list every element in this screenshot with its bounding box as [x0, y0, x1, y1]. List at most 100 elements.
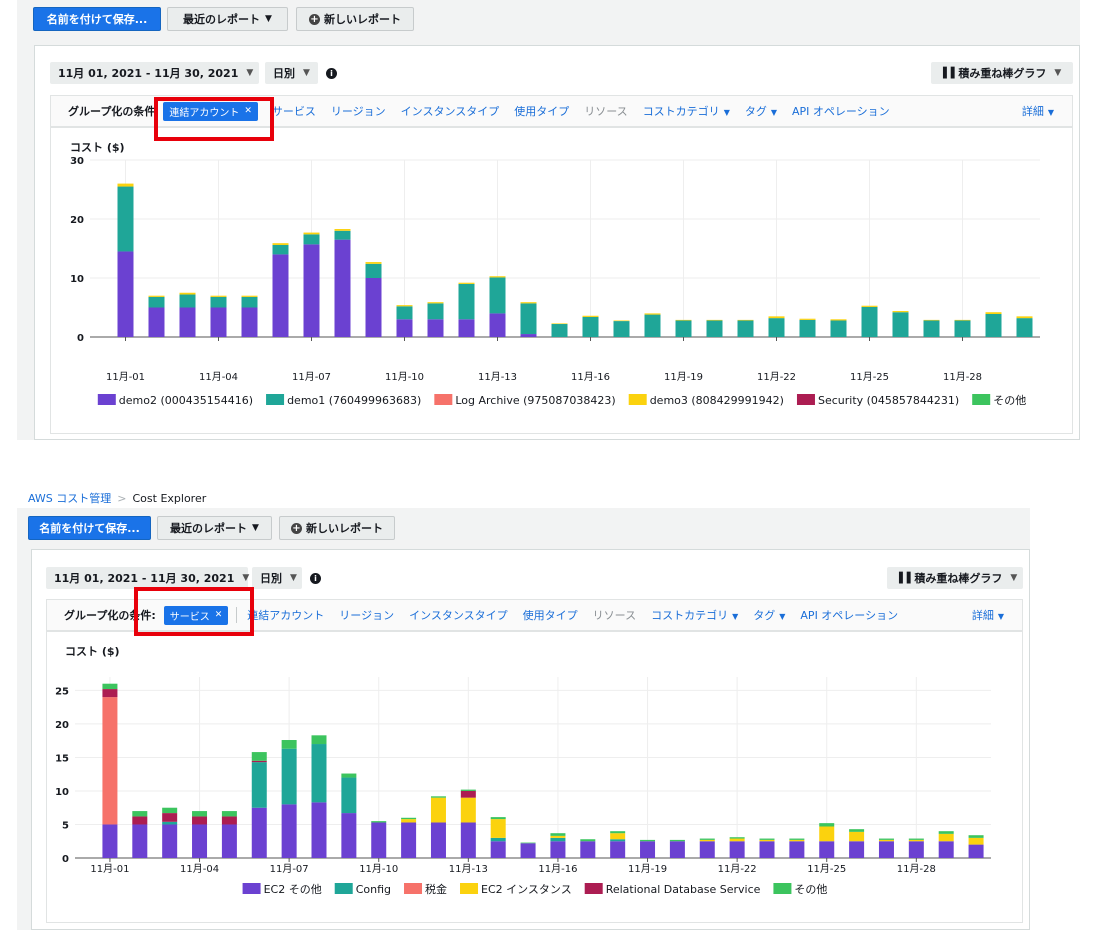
bar-segment[interactable]	[968, 837, 984, 845]
group-by-chip-service[interactable]: サービス ✕	[163, 605, 229, 625]
group-option-tag[interactable]: タグ ▼	[753, 607, 785, 623]
bar-segment[interactable]	[102, 824, 118, 858]
bar-segment[interactable]	[520, 843, 536, 858]
bar-segment[interactable]	[675, 319, 692, 321]
bar-segment[interactable]	[148, 296, 165, 308]
bar-segment[interactable]	[132, 811, 148, 817]
bar-segment[interactable]	[311, 802, 327, 858]
bar-segment[interactable]	[311, 744, 327, 803]
bar-segment[interactable]	[954, 319, 971, 321]
bar-segment[interactable]	[281, 804, 297, 858]
bar-segment[interactable]	[849, 829, 865, 832]
bar-segment[interactable]	[303, 234, 320, 245]
new-report-button[interactable]: + 新しいレポート	[296, 7, 414, 31]
bar-segment[interactable]	[878, 839, 894, 842]
bar-segment[interactable]	[938, 841, 954, 858]
bar-segment[interactable]	[490, 841, 506, 858]
bar-segment[interactable]	[460, 822, 476, 858]
bar-segment[interactable]	[396, 306, 413, 320]
group-by-chip-linked-account[interactable]: 連結アカウント ✕	[163, 101, 258, 121]
legend-item[interactable]: Relational Database Service	[584, 883, 761, 896]
group-option-cost-category[interactable]: コストカテゴリ ▼	[643, 103, 730, 119]
bar-segment[interactable]	[460, 789, 476, 791]
group-option-region[interactable]: リージョン	[330, 105, 386, 118]
bar-segment[interactable]	[490, 817, 506, 820]
bar-segment[interactable]	[729, 838, 745, 842]
bar-segment[interactable]	[303, 244, 320, 337]
bar-segment[interactable]	[241, 296, 258, 308]
bar-segment[interactable]	[221, 811, 237, 817]
bar-segment[interactable]	[334, 229, 351, 231]
bar-segment[interactable]	[241, 295, 258, 297]
bar-segment[interactable]	[640, 839, 656, 842]
bar-segment[interactable]	[729, 837, 745, 839]
bar-segment[interactable]	[458, 283, 475, 320]
bar-segment[interactable]	[210, 307, 227, 338]
bar-segment[interactable]	[789, 841, 805, 858]
group-option-usage-type[interactable]: 使用タイプ	[514, 105, 570, 118]
bar-segment[interactable]	[221, 816, 237, 825]
bar-segment[interactable]	[849, 831, 865, 842]
bar-segment[interactable]	[371, 821, 387, 823]
legend-item[interactable]: 税金	[404, 882, 447, 896]
legend-item[interactable]: demo3 (808429991942)	[628, 394, 784, 407]
bar-segment[interactable]	[699, 841, 715, 858]
bar-segment[interactable]	[179, 307, 196, 338]
bar-segment[interactable]	[644, 314, 661, 337]
bar-segment[interactable]	[489, 276, 506, 278]
group-option-instance-type[interactable]: インスタンスタイプ	[400, 105, 500, 118]
bar-segment[interactable]	[458, 319, 475, 337]
bar-segment[interactable]	[923, 320, 940, 337]
recent-reports-button[interactable]: 最近のレポート ▼	[167, 7, 288, 31]
bar-segment[interactable]	[162, 813, 178, 822]
bar-segment[interactable]	[830, 319, 847, 321]
close-icon[interactable]: ✕	[244, 106, 252, 116]
legend-item[interactable]: Log Archive (975087038423)	[434, 394, 616, 407]
bar-segment[interactable]	[706, 320, 723, 337]
bar-segment[interactable]	[281, 748, 297, 805]
info-icon[interactable]: i	[310, 573, 321, 584]
bar-segment[interactable]	[610, 841, 626, 858]
bar-segment[interactable]	[550, 837, 566, 842]
bar-segment[interactable]	[162, 824, 178, 858]
bar-segment[interactable]	[311, 735, 327, 745]
bar-segment[interactable]	[458, 282, 475, 284]
bar-segment[interactable]	[830, 320, 847, 337]
bar-segment[interactable]	[908, 838, 924, 840]
bar-segment[interactable]	[582, 316, 599, 337]
bar-segment[interactable]	[550, 841, 566, 858]
bar-segment[interactable]	[550, 835, 566, 838]
legend-item[interactable]: EC2 インスタンス	[460, 883, 572, 896]
group-option-instance-type[interactable]: インスタンスタイプ	[409, 609, 508, 622]
bar-segment[interactable]	[551, 323, 568, 325]
bar-segment[interactable]	[490, 819, 506, 838]
bar-segment[interactable]	[179, 294, 196, 308]
bar-segment[interactable]	[908, 841, 924, 858]
bar-segment[interactable]	[489, 277, 506, 314]
recent-reports-button[interactable]: 最近のレポート ▼	[157, 516, 272, 540]
date-range-picker[interactable]: 11月 01, 2021 - 11月 30, 2021 ▼	[50, 62, 259, 84]
bar-segment[interactable]	[489, 313, 506, 337]
bar-segment[interactable]	[520, 302, 537, 304]
bar-segment[interactable]	[789, 839, 805, 842]
bar-segment[interactable]	[644, 313, 661, 315]
bar-segment[interactable]	[132, 816, 148, 825]
bar-segment[interactable]	[789, 838, 805, 840]
bar-segment[interactable]	[396, 319, 413, 337]
bar-segment[interactable]	[371, 822, 387, 858]
bar-segment[interactable]	[669, 841, 685, 858]
legend-item[interactable]: Security (045857844231)	[796, 394, 959, 407]
bar-segment[interactable]	[938, 833, 954, 842]
bar-segment[interactable]	[729, 841, 745, 858]
bar-segment[interactable]	[582, 315, 599, 317]
bar-segment[interactable]	[768, 316, 785, 319]
group-option-cost-category[interactable]: コストカテゴリ ▼	[651, 607, 738, 623]
bar-segment[interactable]	[759, 841, 775, 858]
bar-segment[interactable]	[580, 841, 596, 858]
bar-segment[interactable]	[334, 230, 351, 240]
bar-segment[interactable]	[520, 334, 537, 337]
bar-segment[interactable]	[396, 305, 413, 307]
bar-segment[interactable]	[210, 295, 227, 297]
close-icon[interactable]: ✕	[214, 610, 223, 620]
bar-segment[interactable]	[490, 837, 506, 842]
